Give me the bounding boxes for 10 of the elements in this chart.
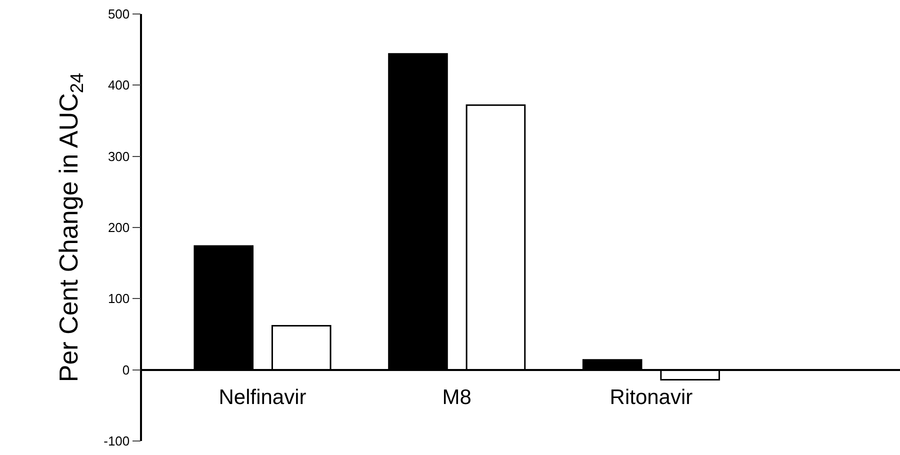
y-tick-label: -100 <box>104 434 130 449</box>
y-tick-label: 300 <box>108 148 130 164</box>
y-tick-label: 500 <box>108 6 130 22</box>
x-tick-label: Ritonavir <box>610 386 693 409</box>
x-tick-label: Nelfinavir <box>218 386 306 409</box>
y-tick-label: 400 <box>108 78 130 93</box>
y-tick-label: 0 <box>122 362 130 378</box>
y-tick-label: 100 <box>108 291 130 306</box>
x-tick-label: M8 <box>442 386 472 409</box>
y-tick-label: 200 <box>108 220 130 236</box>
